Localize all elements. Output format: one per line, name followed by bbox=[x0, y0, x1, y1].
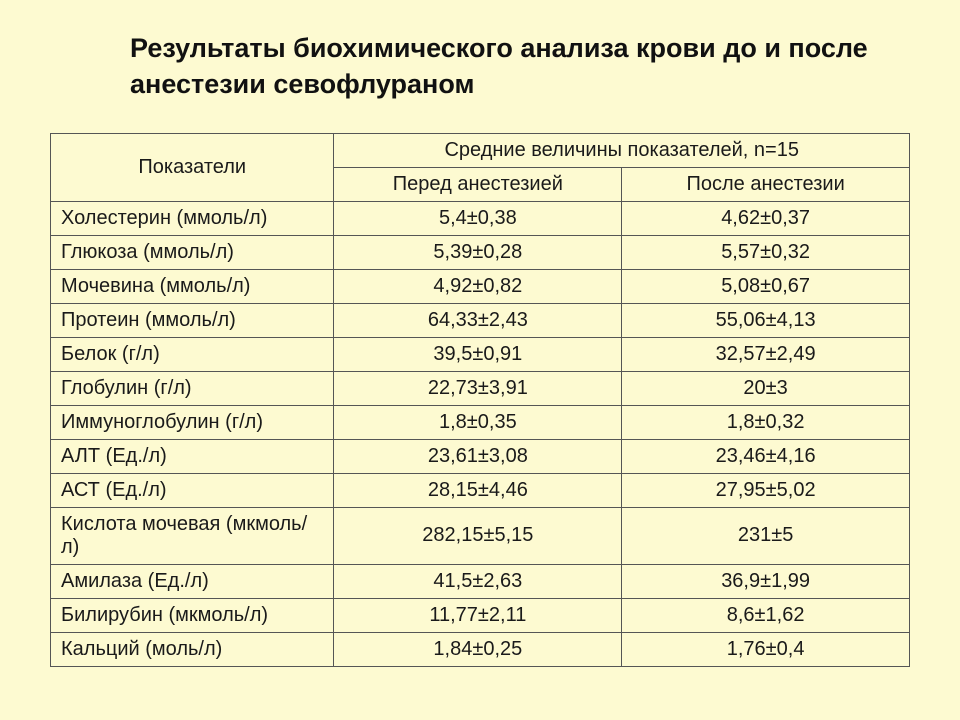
row-before: 1,8±0,35 bbox=[334, 405, 622, 439]
row-label: Кальций (моль/л) bbox=[51, 632, 334, 666]
table-row: Белок (г/л) 39,5±0,91 32,57±2,49 bbox=[51, 337, 910, 371]
row-after: 32,57±2,49 bbox=[622, 337, 910, 371]
col-header-after: После анестезии bbox=[622, 167, 910, 201]
row-label: Амилаза (Ед./л) bbox=[51, 564, 334, 598]
slide: Результаты биохимического анализа крови … bbox=[0, 0, 960, 720]
row-before: 22,73±3,91 bbox=[334, 371, 622, 405]
row-after: 5,08±0,67 bbox=[622, 269, 910, 303]
col-header-before: Перед анестезией bbox=[334, 167, 622, 201]
table-row: Иммуноглобулин (г/л) 1,8±0,35 1,8±0,32 bbox=[51, 405, 910, 439]
row-label: Билирубин (мкмоль/л) bbox=[51, 598, 334, 632]
row-after: 27,95±5,02 bbox=[622, 473, 910, 507]
row-before: 41,5±2,63 bbox=[334, 564, 622, 598]
table-row: АСТ (Ед./л) 28,15±4,46 27,95±5,02 bbox=[51, 473, 910, 507]
table-body: Холестерин (ммоль/л) 5,4±0,38 4,62±0,37 … bbox=[51, 201, 910, 666]
table-row: Кислота мочевая (мкмоль/л) 282,15±5,15 2… bbox=[51, 507, 910, 564]
table-row: Амилаза (Ед./л) 41,5±2,63 36,9±1,99 bbox=[51, 564, 910, 598]
row-label: Кислота мочевая (мкмоль/л) bbox=[51, 507, 334, 564]
table-row: АЛТ (Ед./л) 23,61±3,08 23,46±4,16 bbox=[51, 439, 910, 473]
row-after: 1,76±0,4 bbox=[622, 632, 910, 666]
row-after: 5,57±0,32 bbox=[622, 235, 910, 269]
row-label: Иммуноглобулин (г/л) bbox=[51, 405, 334, 439]
row-before: 39,5±0,91 bbox=[334, 337, 622, 371]
row-before: 5,4±0,38 bbox=[334, 201, 622, 235]
table-row: Протеин (ммоль/л) 64,33±2,43 55,06±4,13 bbox=[51, 303, 910, 337]
row-after: 36,9±1,99 bbox=[622, 564, 910, 598]
row-after: 8,6±1,62 bbox=[622, 598, 910, 632]
row-label: АЛТ (Ед./л) bbox=[51, 439, 334, 473]
row-before: 23,61±3,08 bbox=[334, 439, 622, 473]
row-label: АСТ (Ед./л) bbox=[51, 473, 334, 507]
table-row: Билирубин (мкмоль/л) 11,77±2,11 8,6±1,62 bbox=[51, 598, 910, 632]
row-label: Белок (г/л) bbox=[51, 337, 334, 371]
row-after: 1,8±0,32 bbox=[622, 405, 910, 439]
row-before: 282,15±5,15 bbox=[334, 507, 622, 564]
row-before: 64,33±2,43 bbox=[334, 303, 622, 337]
table-row: Глюкоза (ммоль/л) 5,39±0,28 5,57±0,32 bbox=[51, 235, 910, 269]
slide-title: Результаты биохимического анализа крови … bbox=[130, 30, 910, 103]
row-after: 20±3 bbox=[622, 371, 910, 405]
row-after: 55,06±4,13 bbox=[622, 303, 910, 337]
row-label: Мочевина (ммоль/л) bbox=[51, 269, 334, 303]
row-before: 5,39±0,28 bbox=[334, 235, 622, 269]
table-row: Кальций (моль/л) 1,84±0,25 1,76±0,4 bbox=[51, 632, 910, 666]
row-label: Протеин (ммоль/л) bbox=[51, 303, 334, 337]
col-header-indicators: Показатели bbox=[51, 133, 334, 201]
row-before: 1,84±0,25 bbox=[334, 632, 622, 666]
row-label: Глобулин (г/л) bbox=[51, 371, 334, 405]
table-row: Мочевина (ммоль/л) 4,92±0,82 5,08±0,67 bbox=[51, 269, 910, 303]
row-after: 231±5 bbox=[622, 507, 910, 564]
row-after: 4,62±0,37 bbox=[622, 201, 910, 235]
row-label: Холестерин (ммоль/л) bbox=[51, 201, 334, 235]
row-before: 28,15±4,46 bbox=[334, 473, 622, 507]
col-header-means: Средние величины показателей, n=15 bbox=[334, 133, 910, 167]
table-row: Холестерин (ммоль/л) 5,4±0,38 4,62±0,37 bbox=[51, 201, 910, 235]
row-before: 4,92±0,82 bbox=[334, 269, 622, 303]
table-row: Глобулин (г/л) 22,73±3,91 20±3 bbox=[51, 371, 910, 405]
row-after: 23,46±4,16 bbox=[622, 439, 910, 473]
table-header-row-1: Показатели Средние величины показателей,… bbox=[51, 133, 910, 167]
results-table: Показатели Средние величины показателей,… bbox=[50, 133, 910, 667]
row-before: 11,77±2,11 bbox=[334, 598, 622, 632]
row-label: Глюкоза (ммоль/л) bbox=[51, 235, 334, 269]
